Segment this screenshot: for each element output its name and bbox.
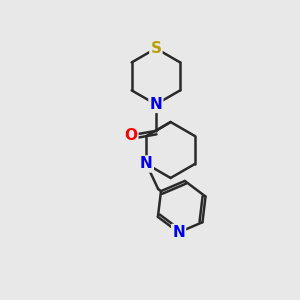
Text: N: N — [172, 225, 185, 240]
Text: O: O — [124, 128, 137, 143]
Text: N: N — [140, 157, 153, 172]
Text: S: S — [150, 41, 161, 56]
Text: N: N — [149, 97, 162, 112]
